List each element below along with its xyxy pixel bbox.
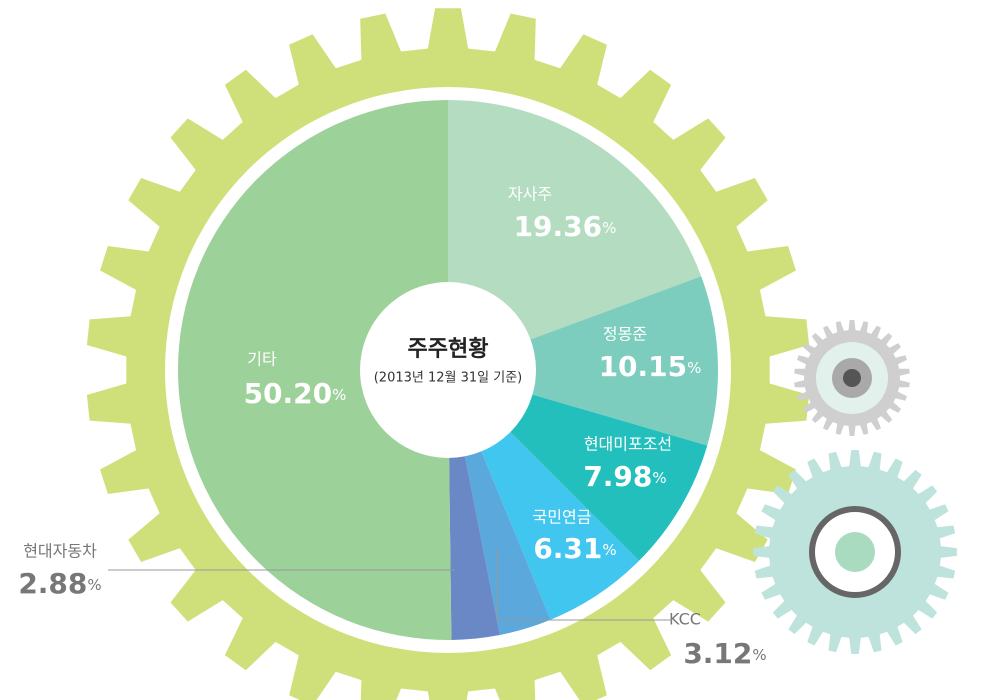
slice-label: KCC [669, 610, 701, 629]
value-label: 2.88% [18, 567, 101, 600]
gear-hub [843, 369, 861, 387]
slice-label: 기타 [247, 350, 277, 369]
value-label: 3.12% [683, 637, 766, 670]
slice-label: 정몽준 [603, 325, 647, 344]
value-label: 10.15% [599, 350, 702, 383]
chart-title: 주주현황 [408, 337, 489, 362]
gear-hub [835, 532, 875, 572]
chart: 주주현황 (2013년 12월 31일 기준) 자사주 19.36% 정몽준 10.1… [0, 0, 1007, 700]
slice-label: 현대미포조선 [584, 435, 672, 454]
value-label: 50.20% [244, 377, 347, 410]
slice-label: 현대자동차 [23, 542, 97, 561]
slice-label: 국민연금 [533, 508, 592, 527]
chart-subtitle: (2013년 12월 31일 기준) [374, 371, 523, 386]
slice-label: 자사주 [508, 185, 552, 204]
value-label: 19.36% [514, 210, 617, 243]
